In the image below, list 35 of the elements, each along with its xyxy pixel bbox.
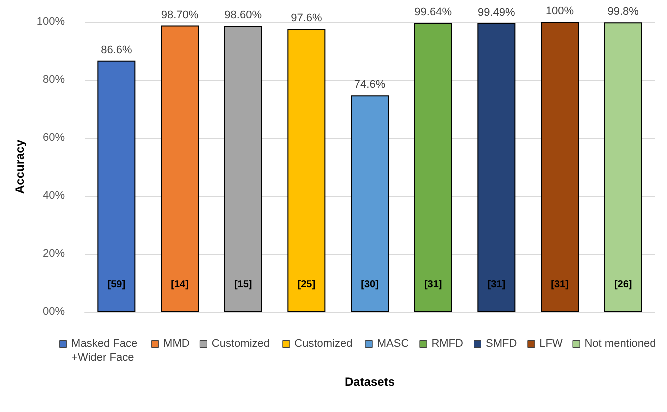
legend-label: MMD (164, 338, 190, 350)
legend-label: Customized (212, 338, 270, 350)
x-tick-label: [14] (171, 280, 189, 290)
data-label: 86.6% (101, 44, 132, 56)
y-tick-label: 60% (42, 132, 66, 144)
y-tick-label: 100% (36, 16, 66, 28)
x-axis-title: Datasets (344, 375, 396, 389)
data-label: 74.6% (354, 79, 386, 92)
y-axis-title: Accuracy (12, 140, 27, 194)
data-label: 97.6% (291, 12, 322, 24)
legend-label: Not mentioned (584, 338, 656, 350)
data-label: 99.49% (478, 6, 516, 19)
y-tick-label: 80% (42, 74, 66, 86)
data-label: 98.70% (161, 9, 199, 22)
data-label: 99.64% (414, 6, 452, 19)
legend-label: RMFD (432, 338, 464, 350)
x-tick-label: [59] (108, 280, 126, 290)
y-tick-label: 20% (42, 248, 66, 260)
x-tick-label: [30] (361, 280, 379, 290)
x-tick-label: [25] (298, 280, 316, 290)
x-tick-label: [26] (614, 280, 632, 290)
data-label: 98.60% (224, 10, 262, 22)
x-tick-label: [31] (551, 280, 569, 290)
x-tick-label: [15] (234, 280, 252, 290)
legend-label: LFW (540, 338, 564, 350)
data-label: 99.8% (608, 6, 640, 18)
legend-label: MASC (377, 338, 410, 350)
y-tick-label: 00% (42, 306, 66, 318)
legend-label: Customized (294, 338, 353, 350)
legend-label: SMFD (486, 338, 518, 350)
legend-label: Masked Face +Wider Face (72, 338, 141, 364)
x-tick-label: [31] (488, 280, 506, 290)
x-tick-label: [31] (424, 280, 442, 290)
y-tick-label: 40% (42, 190, 66, 202)
data-label: 100% (546, 6, 574, 18)
